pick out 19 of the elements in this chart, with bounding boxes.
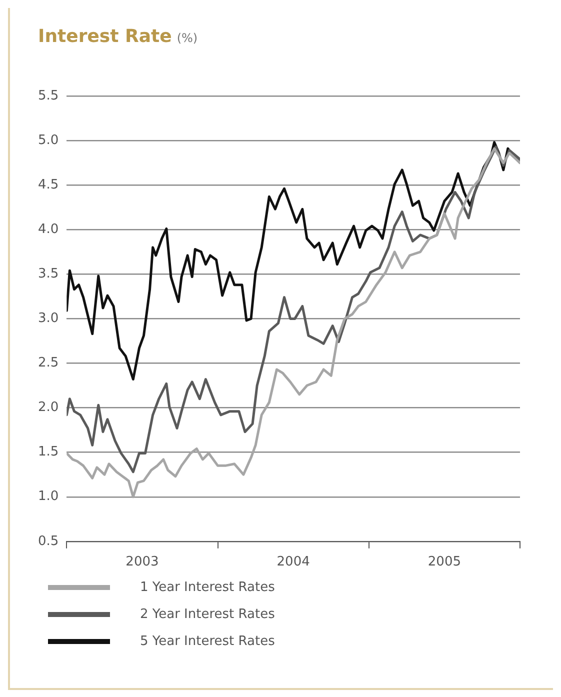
y-tick-label: 5.5 (38, 88, 59, 104)
chart-title: Interest Rate (38, 26, 172, 47)
y-tick-label: 1.0 (38, 489, 59, 504)
legend-label: 1 Year Interest Rates (140, 580, 275, 595)
y-tick-label: 0.5 (38, 534, 59, 549)
x-tick-label: 2004 (276, 554, 310, 570)
legend-label: 5 Year Interest Rates (140, 634, 275, 649)
x-tick-label: 2005 (428, 554, 461, 570)
x-tick-label: 2003 (126, 554, 159, 570)
y-tick-label: 5.0 (38, 132, 59, 148)
y-tick-label: 2.0 (38, 400, 59, 416)
y-tick-label: 4.0 (38, 222, 59, 237)
y-tick-label: 4.5 (38, 177, 59, 192)
legend-label: 2 Year Interest Rates (140, 607, 275, 622)
y-tick-label: 1.5 (38, 444, 59, 460)
y-tick-label: 2.5 (38, 356, 59, 371)
chart-subtitle: (%) (176, 31, 198, 45)
y-tick-label: 3.5 (38, 266, 59, 282)
y-tick-label: 3.0 (38, 311, 59, 326)
